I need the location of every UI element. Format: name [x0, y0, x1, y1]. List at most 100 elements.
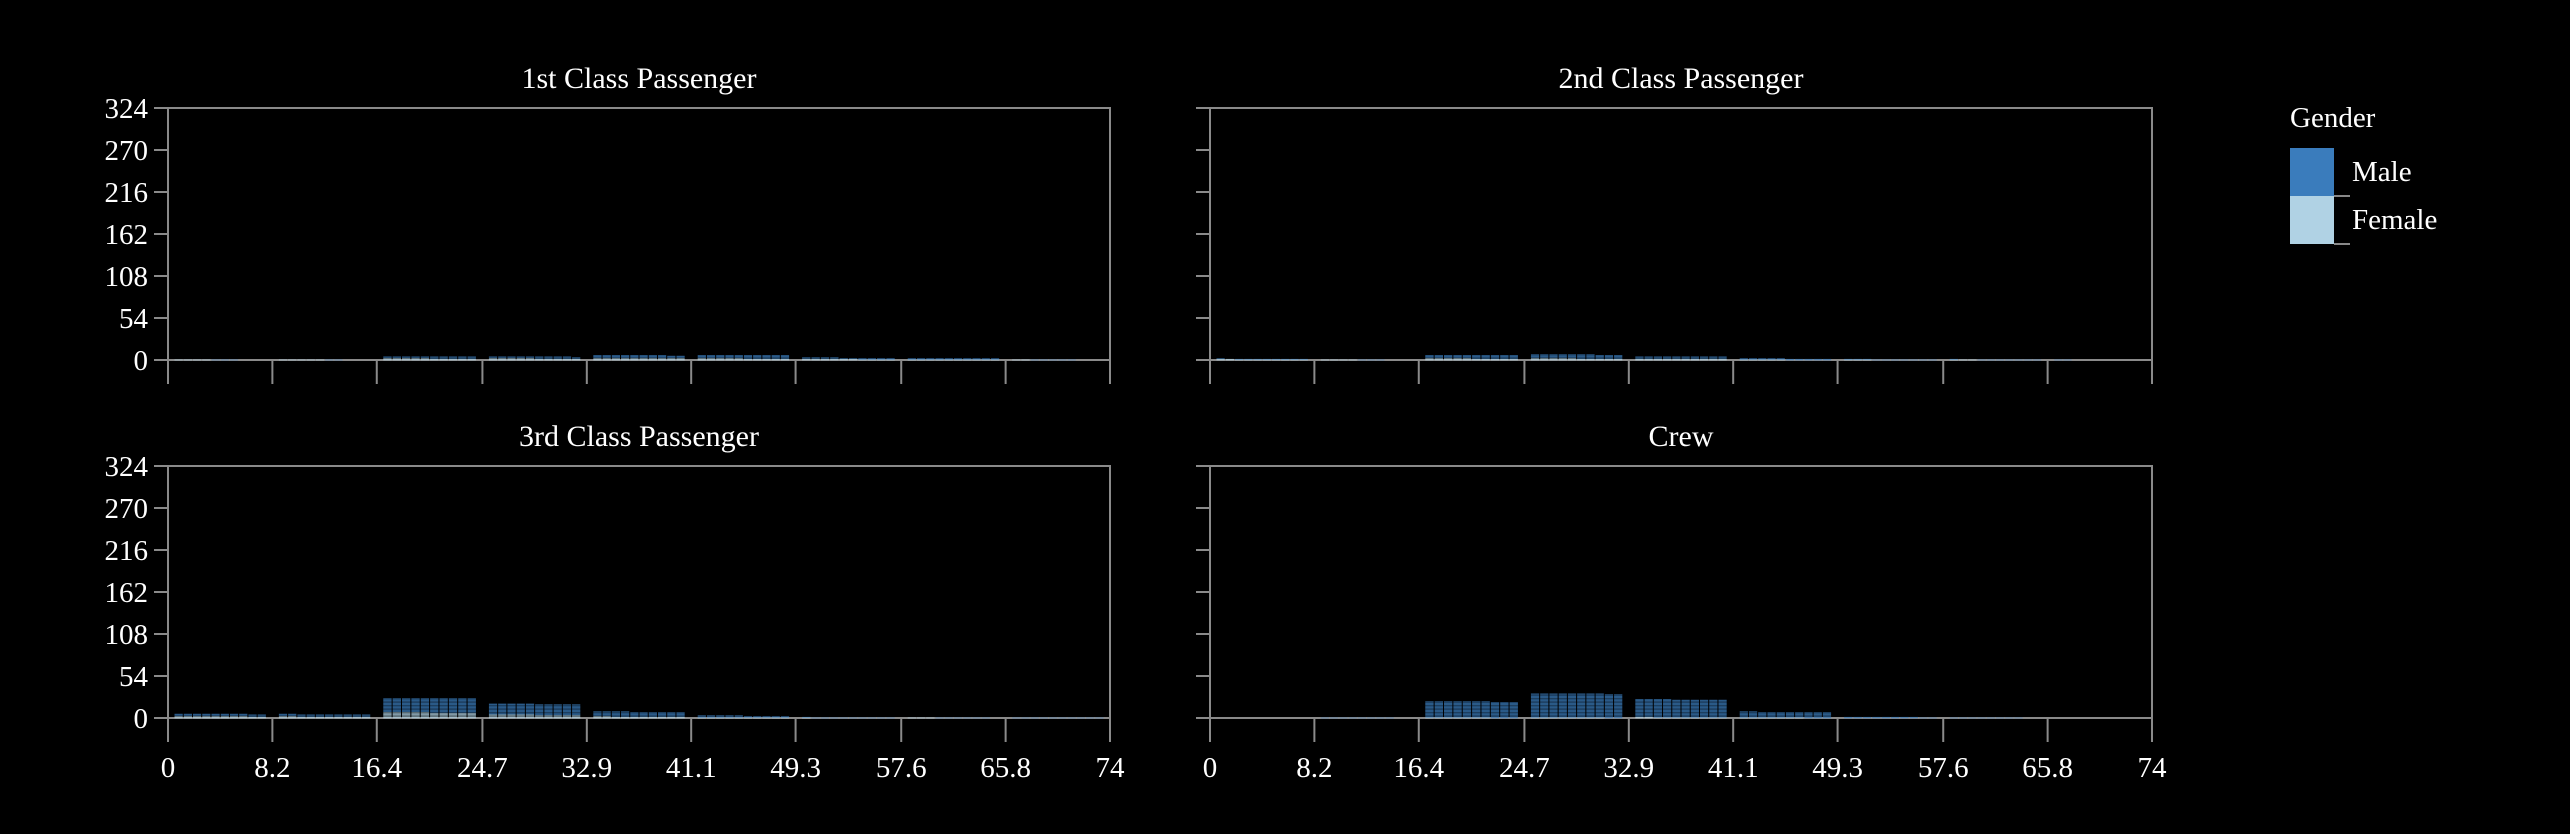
cell [877, 359, 886, 361]
cell [811, 358, 820, 359]
cell [630, 357, 639, 358]
cell [1530, 354, 1540, 355]
cell [562, 357, 572, 358]
cell [507, 717, 516, 719]
cell [1635, 704, 1644, 705]
cell [448, 701, 458, 702]
cell [593, 714, 602, 716]
cell [1253, 358, 1262, 360]
cell [1604, 706, 1614, 707]
cell [1586, 716, 1595, 718]
cell [1567, 704, 1577, 705]
cell [611, 355, 621, 357]
cell [1614, 358, 1623, 360]
cell [525, 713, 535, 714]
cell [439, 699, 448, 700]
cell [1567, 694, 1577, 695]
cell [1822, 716, 1832, 717]
cell [525, 709, 535, 711]
cell [202, 359, 211, 361]
cell [1748, 358, 1758, 359]
cell [1595, 717, 1604, 719]
cell [288, 713, 297, 715]
cell [458, 359, 467, 361]
cell [392, 705, 401, 706]
cell [1425, 711, 1434, 712]
cell [1635, 714, 1644, 716]
cell [1472, 708, 1481, 709]
cell [1614, 357, 1623, 358]
cell [716, 716, 725, 717]
cell [1635, 708, 1644, 709]
cell [1604, 704, 1614, 705]
cell [1663, 359, 1672, 361]
bar-bin-1 [1320, 359, 1385, 361]
cell [1663, 716, 1672, 717]
cell [1672, 700, 1681, 702]
cell [334, 716, 343, 717]
cell [1453, 359, 1462, 361]
cell [716, 358, 725, 359]
cell [1472, 706, 1481, 707]
cell [1490, 713, 1500, 715]
cell [544, 706, 553, 707]
cell [467, 712, 476, 713]
cell [1681, 713, 1690, 714]
cell [1644, 704, 1653, 705]
cell [1909, 717, 1919, 719]
cell [716, 716, 725, 718]
cell [1567, 695, 1577, 696]
cell [1558, 717, 1567, 719]
cell [315, 715, 325, 716]
cell [1785, 713, 1795, 714]
cell [553, 716, 562, 718]
cell [498, 713, 507, 715]
cell [1434, 707, 1443, 709]
cell [602, 713, 611, 714]
cell [507, 359, 516, 361]
cell [1530, 709, 1540, 710]
cell [562, 707, 572, 709]
cell [1549, 705, 1558, 706]
cell [1049, 717, 1058, 719]
cell [202, 714, 211, 716]
cell [1509, 357, 1518, 358]
cell [1785, 712, 1795, 713]
cell [1453, 715, 1462, 716]
cell [1500, 717, 1509, 719]
cell [1434, 355, 1443, 356]
cell [430, 709, 439, 710]
cell [220, 716, 229, 717]
cell [1462, 359, 1472, 361]
cell [1558, 696, 1567, 698]
cell [753, 358, 762, 359]
cell [1095, 717, 1104, 719]
bar-male-bin-7 [1949, 358, 2042, 361]
cell [1453, 708, 1462, 709]
cell [657, 355, 667, 356]
bar-male-bin-8 [1012, 717, 1104, 719]
cell [1434, 702, 1443, 703]
cell [657, 358, 667, 359]
plot-frame [1209, 465, 2153, 719]
cell [1481, 710, 1490, 712]
cell [1500, 702, 1509, 704]
bar-female-bin-2 [383, 358, 476, 361]
cell [1595, 707, 1604, 709]
cell [1490, 358, 1500, 359]
cell [525, 708, 535, 709]
cell [1425, 714, 1434, 716]
cell [848, 359, 858, 361]
cell [1813, 714, 1822, 716]
cell [448, 702, 458, 703]
bar-male-bin-0 [211, 359, 239, 361]
cell [553, 358, 562, 360]
cell [1672, 702, 1681, 703]
cell [1663, 713, 1672, 714]
cell [229, 359, 239, 361]
cell [1425, 355, 1434, 356]
cell [780, 358, 790, 359]
cell [1462, 717, 1472, 719]
cell [1586, 704, 1595, 705]
cell [1699, 714, 1709, 716]
